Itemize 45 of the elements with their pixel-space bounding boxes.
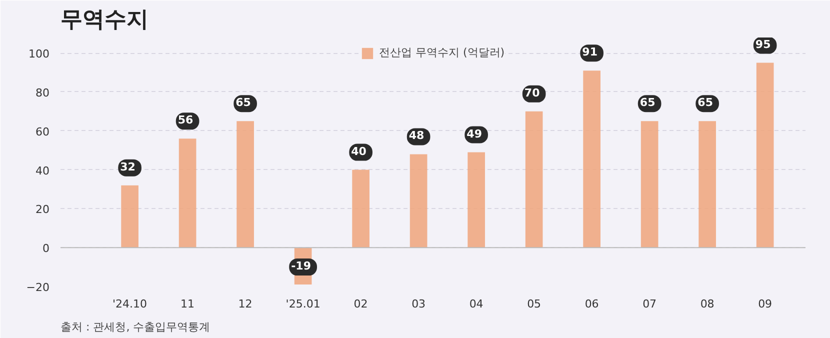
y-tick-label: 40 [36,164,50,178]
y-tick-label: 20 [36,203,50,216]
y-tick-label: 100 [28,48,50,61]
data-label: 70 [524,86,540,100]
y-tick-label: −20 [26,281,50,294]
bar [525,111,543,248]
x-tick-label: 09 [758,298,772,310]
data-label: 65 [698,96,713,110]
data-label: 40 [351,144,367,158]
data-label: 56 [178,114,194,127]
bar [583,70,600,248]
x-tick-label: 11 [180,298,195,310]
chart-title: 무역수지 [60,8,148,32]
bar [410,154,428,248]
bar [640,121,658,248]
data-label: 48 [408,129,424,142]
x-tick-label: 08 [700,298,714,310]
x-tick-label: 05 [527,298,542,310]
data-label: 91 [582,46,598,59]
data-label: 65 [236,96,251,110]
legend-label: 전산업 무역수지 (억달러) [379,45,505,60]
bar [698,121,716,248]
y-tick-label: 80 [36,86,50,100]
bar [121,185,138,248]
bar [352,170,370,248]
data-label: 65 [640,96,656,110]
bar [236,121,254,248]
x-tick-label: '24.10 [112,298,148,310]
bar [468,152,485,248]
x-tick-label: '25.01 [286,298,320,310]
data-label: -19 [291,260,311,273]
data-label: 49 [466,127,482,140]
bar [756,62,774,248]
x-tick-label: 04 [469,298,484,310]
y-tick-label: 60 [36,125,50,138]
data-label: 95 [755,38,771,51]
x-tick-label: 07 [642,298,657,310]
y-tick-label: 0 [42,242,50,256]
data-label: 32 [120,160,136,174]
x-tick-label: 02 [354,298,368,310]
source-note: 출처 : 관세청, 수출입무역통계 [60,320,210,334]
x-tick-label: 03 [412,298,426,310]
x-tick-label: 12 [238,298,252,310]
bar [178,138,196,248]
x-tick-label: 06 [584,298,599,310]
